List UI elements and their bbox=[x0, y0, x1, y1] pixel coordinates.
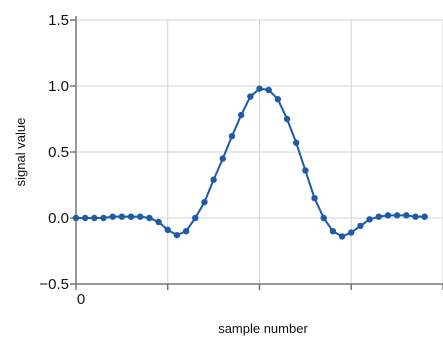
data-point bbox=[274, 96, 282, 103]
data-point bbox=[81, 214, 89, 222]
data-point bbox=[384, 212, 392, 219]
data-point bbox=[366, 216, 373, 223]
y-tick-label-2: 0.5 bbox=[48, 144, 69, 161]
data-point bbox=[146, 214, 153, 222]
data-point bbox=[293, 139, 300, 146]
data-point bbox=[320, 214, 327, 222]
data-point bbox=[164, 226, 171, 234]
data-point bbox=[357, 222, 364, 230]
data-point bbox=[329, 228, 337, 235]
data-point bbox=[283, 115, 291, 123]
data-point bbox=[237, 111, 245, 119]
series-line bbox=[76, 87, 425, 238]
data-point bbox=[393, 212, 401, 219]
y-tick-label-3: 1.0 bbox=[48, 78, 69, 95]
data-point bbox=[421, 213, 428, 220]
data-point bbox=[403, 212, 410, 219]
data-point bbox=[72, 214, 80, 222]
grid-lines bbox=[76, 19, 443, 284]
data-point bbox=[412, 213, 419, 220]
data-point bbox=[182, 228, 190, 235]
data-point bbox=[155, 218, 162, 226]
data-point bbox=[247, 93, 254, 100]
data-point bbox=[118, 213, 126, 220]
data-point bbox=[228, 132, 236, 140]
y-tick-label-4: 1.5 bbox=[48, 12, 69, 29]
data-point bbox=[91, 214, 98, 222]
data-point bbox=[137, 213, 144, 220]
data-point bbox=[311, 195, 318, 202]
data-point bbox=[100, 214, 107, 222]
data-point bbox=[192, 214, 199, 222]
series-signal bbox=[72, 85, 428, 240]
data-point bbox=[348, 229, 355, 236]
x-tick-label-0: 0 bbox=[77, 291, 85, 308]
tick-labels: −0.5 0.0 0.5 1.0 1.5 0 bbox=[39, 12, 85, 308]
y-tick-label-1: 0.0 bbox=[48, 210, 69, 227]
y-tick-label-0: −0.5 bbox=[39, 276, 69, 293]
data-point bbox=[219, 155, 226, 162]
y-axis-label: signal value bbox=[13, 118, 28, 187]
data-point bbox=[338, 233, 346, 240]
data-point bbox=[127, 213, 135, 220]
data-point bbox=[201, 198, 208, 206]
data-point bbox=[375, 213, 382, 220]
data-point bbox=[210, 176, 217, 183]
data-point bbox=[173, 231, 181, 239]
data-point bbox=[256, 85, 263, 92]
data-point bbox=[302, 167, 309, 174]
data-point bbox=[109, 213, 116, 220]
axes bbox=[70, 16, 443, 290]
data-point bbox=[265, 86, 272, 94]
x-axis-label: sample number bbox=[218, 321, 308, 336]
